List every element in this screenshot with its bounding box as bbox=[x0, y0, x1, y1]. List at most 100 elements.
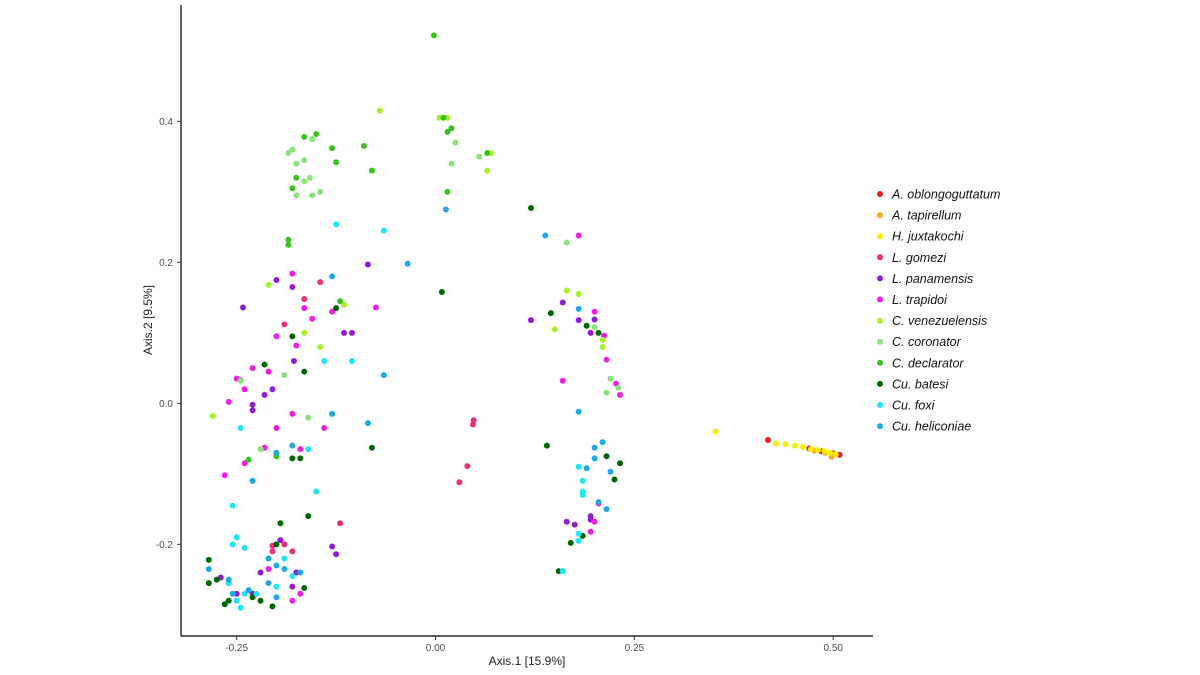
data-point bbox=[591, 324, 598, 331]
legend-swatch bbox=[877, 317, 883, 324]
legend-item: Cu. foxi bbox=[877, 399, 936, 413]
data-point bbox=[289, 270, 296, 277]
data-point bbox=[800, 444, 807, 451]
data-point bbox=[603, 389, 610, 396]
data-point bbox=[329, 308, 336, 315]
data-point bbox=[269, 548, 276, 555]
data-point bbox=[241, 386, 248, 393]
data-point bbox=[583, 465, 590, 472]
data-point bbox=[595, 329, 602, 336]
data-point bbox=[221, 472, 228, 479]
data-point bbox=[442, 206, 449, 213]
data-point bbox=[579, 477, 586, 484]
data-point bbox=[765, 437, 772, 444]
data-point bbox=[281, 321, 288, 328]
data-point bbox=[579, 491, 586, 498]
y-tick-label: -0.2 bbox=[156, 540, 174, 551]
data-point bbox=[587, 329, 594, 336]
data-point bbox=[253, 590, 260, 597]
legend-item: A. tapirellum bbox=[877, 209, 961, 223]
data-point bbox=[213, 576, 220, 583]
data-point bbox=[289, 573, 296, 580]
legend-swatch bbox=[877, 402, 883, 408]
data-point bbox=[329, 145, 336, 152]
data-point bbox=[469, 421, 476, 428]
data-point bbox=[595, 499, 602, 506]
data-point bbox=[301, 305, 308, 312]
data-point bbox=[237, 377, 244, 384]
data-point bbox=[543, 442, 550, 449]
data-point bbox=[527, 205, 534, 212]
legend-item: L. panamensis bbox=[877, 272, 973, 286]
data-point bbox=[603, 506, 610, 513]
data-point bbox=[240, 304, 247, 311]
data-point bbox=[321, 358, 328, 365]
plot-area: -0.25 0.00 0.25 0.50 -0.2 0.0 0.2 0.4 bbox=[156, 5, 873, 654]
data-point bbox=[615, 384, 622, 391]
data-point bbox=[277, 520, 284, 527]
data-point bbox=[575, 537, 582, 544]
data-point bbox=[301, 368, 308, 375]
data-point bbox=[599, 343, 606, 350]
data-point bbox=[563, 239, 570, 246]
data-point bbox=[273, 276, 280, 283]
data-point bbox=[290, 358, 297, 365]
legend-label: L. gomezi bbox=[892, 251, 947, 265]
data-point bbox=[404, 260, 411, 267]
data-point bbox=[245, 456, 252, 463]
data-point bbox=[815, 446, 822, 453]
data-point bbox=[464, 463, 471, 470]
data-point bbox=[603, 453, 610, 460]
data-point bbox=[364, 261, 371, 268]
data-point bbox=[297, 446, 304, 453]
data-point bbox=[301, 295, 308, 302]
data-point bbox=[617, 460, 624, 467]
data-point bbox=[225, 398, 232, 405]
data-point bbox=[261, 391, 268, 398]
data-point bbox=[599, 439, 606, 446]
data-point bbox=[289, 583, 296, 590]
data-point bbox=[607, 375, 614, 382]
data-point bbox=[591, 316, 598, 323]
data-point bbox=[333, 551, 340, 558]
legend-swatch bbox=[877, 233, 883, 240]
data-point bbox=[559, 568, 566, 575]
y-tick-label: 0.4 bbox=[159, 117, 173, 128]
data-point bbox=[229, 541, 236, 548]
data-point bbox=[273, 425, 280, 432]
data-point bbox=[229, 590, 236, 597]
data-point bbox=[333, 221, 340, 228]
legend-label: A. tapirellum bbox=[891, 209, 961, 223]
data-point bbox=[249, 407, 256, 414]
data-point bbox=[575, 530, 582, 537]
data-point bbox=[269, 386, 276, 393]
x-tick-label: -0.25 bbox=[225, 643, 248, 654]
data-point bbox=[233, 597, 240, 604]
y-tick-label: 0.2 bbox=[159, 258, 173, 269]
x-tick-label: 0.50 bbox=[823, 643, 843, 654]
data-point bbox=[237, 425, 244, 432]
data-point bbox=[297, 590, 304, 597]
y-axis-title: Axis.2 [9.5%] bbox=[141, 285, 155, 355]
data-point bbox=[547, 310, 554, 317]
data-point bbox=[306, 174, 313, 181]
data-point bbox=[456, 479, 463, 486]
legend-swatch bbox=[877, 380, 883, 387]
data-point bbox=[452, 139, 459, 146]
data-point bbox=[249, 401, 256, 408]
data-point bbox=[297, 455, 304, 462]
data-point bbox=[448, 160, 455, 167]
data-point bbox=[265, 368, 272, 375]
legend-swatch bbox=[877, 338, 883, 345]
data-point bbox=[273, 541, 280, 548]
data-point bbox=[301, 157, 308, 164]
data-point bbox=[591, 308, 598, 315]
data-point bbox=[617, 391, 624, 398]
data-point bbox=[551, 326, 558, 333]
data-point bbox=[337, 520, 344, 527]
data-point bbox=[807, 446, 814, 453]
data-point bbox=[563, 287, 570, 294]
data-point bbox=[380, 227, 387, 234]
data-point bbox=[265, 580, 272, 587]
